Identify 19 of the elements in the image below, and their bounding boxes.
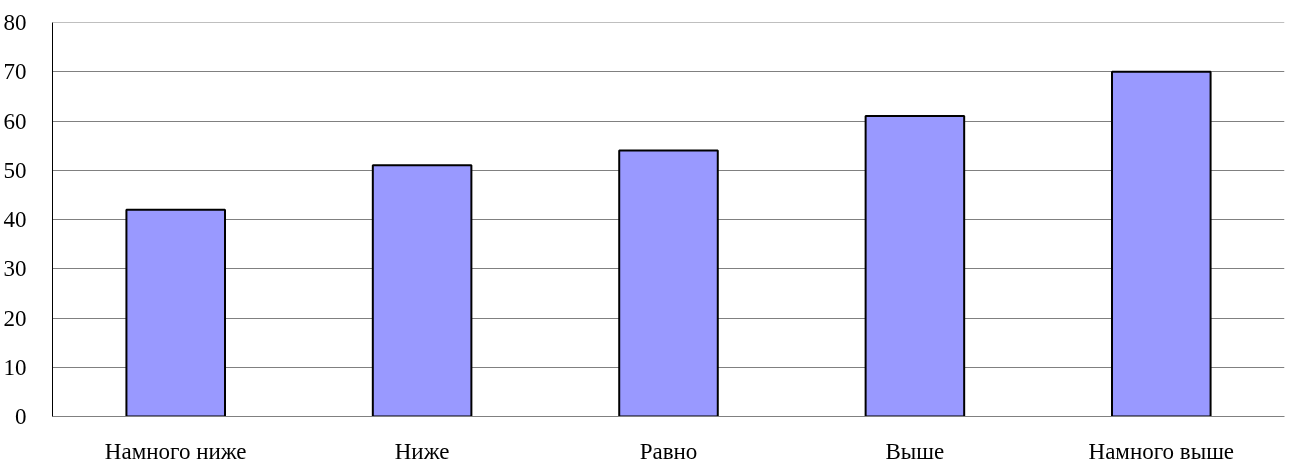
y-tick-label: 70 [3,59,27,85]
bar [371,164,473,417]
x-tick-label: Выше [885,438,945,464]
x-tick-label: Намного ниже [104,438,247,464]
y-tick-label: 30 [3,256,27,282]
y-tick-label: 0 [15,404,27,429]
y-tick-label: 80 [3,10,27,35]
bar [1111,70,1212,417]
y-tick-label: 60 [3,108,27,134]
bar [618,149,719,417]
y-tick-label: 50 [3,157,27,183]
bar [125,208,226,417]
y-tick-label: 40 [3,207,27,232]
y-tick-label: 20 [3,305,27,331]
x-tick-label: Равно [639,438,698,464]
x-tick-label: Намного выше [1088,438,1235,464]
bar [864,115,966,417]
y-tick-label: 10 [3,354,27,380]
x-tick-label: Ниже [394,438,450,464]
